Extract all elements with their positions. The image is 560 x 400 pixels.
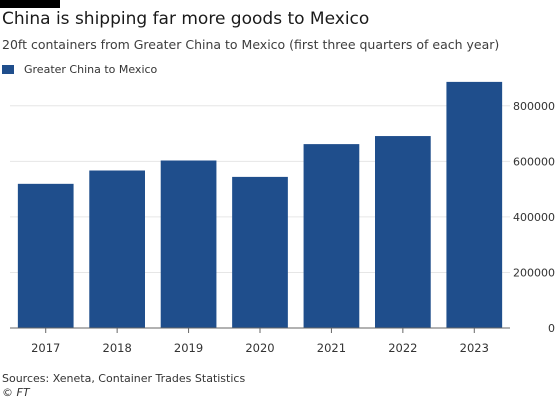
bar (446, 81, 503, 328)
chart-subtitle: 20ft containers from Greater China to Me… (2, 37, 500, 52)
bar (89, 170, 145, 328)
y-tick-label: 0 (548, 322, 555, 335)
legend: Greater China to Mexico (2, 62, 157, 76)
x-tick-label: 2019 (174, 341, 203, 355)
ft-credit: © FT (2, 386, 30, 399)
bar (303, 144, 360, 328)
x-tick-label: 2017 (31, 341, 60, 355)
x-tick-label: 2020 (245, 341, 274, 355)
x-tick-label: 2022 (388, 341, 417, 355)
x-tick-label: 2021 (317, 341, 346, 355)
bar (160, 160, 217, 328)
y-tick-label: 800000 (513, 100, 555, 113)
bar (375, 136, 431, 328)
y-tick-label: 600000 (513, 155, 555, 168)
legend-swatch (2, 64, 14, 74)
bar (17, 183, 74, 328)
x-tick-label: 2018 (103, 341, 132, 355)
y-tick-label: 200000 (513, 266, 555, 279)
chart-title: China is shipping far more goods to Mexi… (2, 9, 370, 29)
y-tick-label: 400000 (513, 211, 555, 224)
top-rule (0, 0, 60, 8)
bar (232, 176, 288, 328)
source-note: Sources: Xeneta, Container Trades Statis… (2, 372, 246, 385)
legend-label: Greater China to Mexico (24, 62, 158, 76)
x-tick-label: 2023 (460, 341, 489, 355)
